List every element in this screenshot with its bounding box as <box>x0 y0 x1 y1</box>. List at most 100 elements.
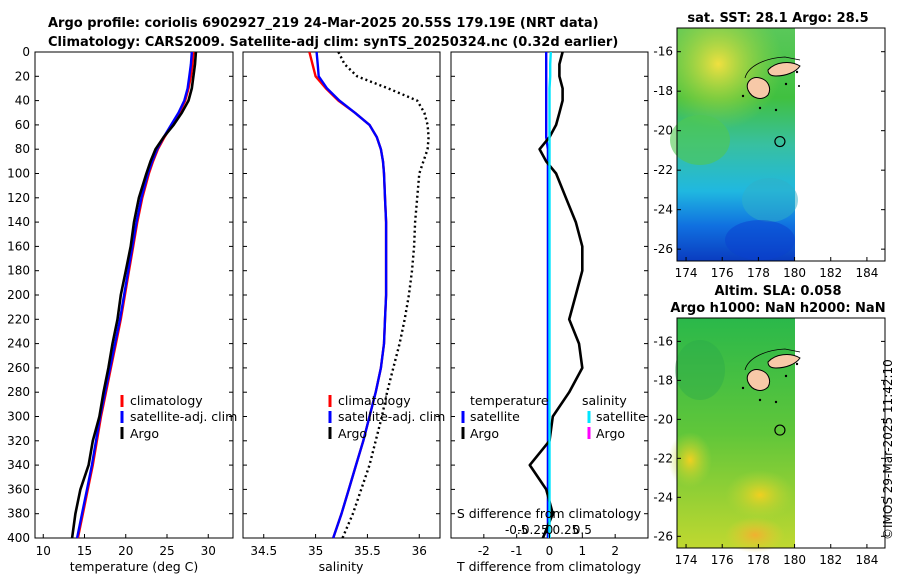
y-tick-label: 200 <box>7 288 30 302</box>
legend-t-argo-label: Argo <box>470 426 499 441</box>
y-tick-label: 20 <box>15 69 30 83</box>
lat-tick-label: -16 <box>653 45 673 59</box>
sla-lat-ticks: -16 -18 -20 -22 -24 -26 <box>653 334 885 543</box>
y-tick-label: 40 <box>15 94 30 108</box>
x-tick-label: 34.5 <box>250 544 277 558</box>
legend-satellite-label: satellite-adj. clim <box>130 409 237 424</box>
temperature-panel: 10 15 20 25 30 0 20 40 60 80 100 120 140 160 180 200 22… <box>7 45 237 574</box>
difference-t-ticks: -2 -1 0 1 2 <box>478 534 619 558</box>
lon-tick-label: 180 <box>783 553 806 567</box>
lat-tick-label: -22 <box>653 163 673 177</box>
x-tick-label: 30 <box>201 544 216 558</box>
lon-tick-label: 176 <box>711 266 734 280</box>
y-tick-label: 240 <box>7 337 30 351</box>
y-tick-label: 60 <box>15 118 30 132</box>
temperature-depth-ticks: 0 20 40 60 80 100 120 140 160 180 200 220 240 260 280 3… <box>7 45 233 545</box>
lon-tick-label: 180 <box>783 266 806 280</box>
y-tick-label: 100 <box>7 167 30 181</box>
series-argo <box>70 51 198 539</box>
series-temperature-argo <box>528 51 584 539</box>
legend-s-argo-label: Argo <box>596 426 625 441</box>
lon-tick-label: 178 <box>747 266 770 280</box>
x-tick-label: 2 <box>611 544 619 558</box>
difference-s-ticks: -0.5-0.250 0.250.5 <box>505 523 592 537</box>
y-tick-label: 120 <box>7 191 30 205</box>
sst-map: sat. SST: 28.1 Argo: 28.5 174 176 178 180 18… <box>653 11 886 280</box>
t-difference-x-label: T difference from climatology <box>456 559 642 574</box>
sst-map-frame <box>676 27 886 262</box>
x-tick-label: 36 <box>412 544 427 558</box>
legend-s-satellite-label: satellite <box>596 409 646 424</box>
lon-tick-label: 174 <box>675 553 698 567</box>
lon-tick-label: 184 <box>855 553 878 567</box>
y-tick-label: 340 <box>7 458 30 472</box>
lon-tick-label: 178 <box>747 553 770 567</box>
s-tick-label: 0.25 <box>553 523 580 537</box>
lon-tick-label: 184 <box>855 266 878 280</box>
x-tick-label: 25 <box>159 544 174 558</box>
lat-tick-label: -26 <box>653 242 673 256</box>
salinity-series <box>308 51 430 539</box>
lat-tick-label: -20 <box>653 124 673 138</box>
lon-tick-label: 182 <box>819 266 842 280</box>
lat-tick-label: -22 <box>653 451 673 465</box>
s-tick-label: 0.5 <box>573 523 592 537</box>
sst-lat-ticks: -16 -18 -20 -22 -24 -26 <box>653 45 885 256</box>
sst-map-title: sat. SST: 28.1 Argo: 28.5 <box>687 11 868 26</box>
legend-argo-label: Argo <box>338 426 367 441</box>
x-tick-label: 10 <box>36 544 51 558</box>
x-tick-label: -1 <box>511 544 523 558</box>
difference-panel: -2 -1 0 1 2 -0.5-0.250 0.250.5 S difference f… <box>450 51 649 574</box>
y-tick-label: 220 <box>7 312 30 326</box>
temperature-legend: climatology satellite-adj. clim Argo <box>120 393 237 441</box>
y-tick-label: 0 <box>22 45 30 59</box>
legend-temperature-title: temperature <box>470 393 549 408</box>
sla-float-marker <box>774 424 786 436</box>
y-tick-label: 360 <box>7 482 30 496</box>
sla-map-subtitle: Argo h1000: NaN h2000: NaN <box>670 301 885 316</box>
sst-field <box>670 28 798 261</box>
lat-tick-label: -24 <box>653 490 673 504</box>
y-tick-label: 180 <box>7 264 30 278</box>
s-tick-label: -0.25 <box>518 523 549 537</box>
sst-float-marker <box>774 135 786 148</box>
lat-tick-label: -20 <box>653 412 673 426</box>
s-tick-label: -0.5 <box>505 523 528 537</box>
sla-coastline <box>741 348 801 404</box>
x-tick-label: 35.5 <box>354 544 381 558</box>
x-tick-label: -2 <box>478 544 490 558</box>
lat-tick-label: -16 <box>653 334 673 348</box>
legend-satellite-label: satellite-adj. clim <box>338 409 445 424</box>
imos-credit: ©IMOS 29-Mar-2025 11:42:10 <box>881 359 895 540</box>
y-tick-label: 320 <box>7 434 30 448</box>
sst-lon-ticks: 174 176 178 180 182 184 <box>675 257 878 280</box>
temperature-x-ticks: 10 15 20 25 30 <box>36 534 216 558</box>
series-argo <box>337 51 430 539</box>
lat-tick-label: -24 <box>653 203 673 217</box>
figure-title-line1: Argo profile: coriolis 6902927_219 24-Ma… <box>48 16 599 31</box>
x-tick-label: 15 <box>77 544 92 558</box>
sla-map-title: Altim. SLA: 0.058 <box>715 284 842 299</box>
series-satellite-adj-clim <box>315 51 388 539</box>
salinity-legend: climatology satellite-adj. clim Argo <box>328 393 445 441</box>
lon-tick-label: 176 <box>711 553 734 567</box>
temperature-x-label: temperature (deg C) <box>70 559 199 574</box>
sla-field <box>668 318 795 553</box>
figure-title-line2: Climatology: CARS2009. Satellite-adj cli… <box>48 35 618 50</box>
lat-tick-label: -18 <box>653 84 673 98</box>
x-tick-label: 1 <box>579 544 587 558</box>
lat-tick-label: -18 <box>653 373 673 387</box>
lat-tick-label: -26 <box>653 529 673 543</box>
x-tick-label: 35 <box>308 544 323 558</box>
x-tick-label: 0 <box>546 544 554 558</box>
series-climatology <box>76 51 195 539</box>
s-tick-label: 0 <box>546 523 554 537</box>
sla-map: Altim. SLA: 0.058 Argo h1000: NaN h2000:… <box>653 284 885 567</box>
sla-map-frame <box>676 317 886 549</box>
s-difference-axis-label: S difference from climatology <box>457 506 642 521</box>
salinity-panel: 34.5 35 35.5 36 salinity climatology satell… <box>242 51 445 574</box>
sla-lon-ticks: 174 176 178 180 182 184 <box>675 544 878 567</box>
difference-legend: temperature satellite Argo salinity sate… <box>461 393 646 441</box>
y-tick-label: 400 <box>7 531 30 545</box>
